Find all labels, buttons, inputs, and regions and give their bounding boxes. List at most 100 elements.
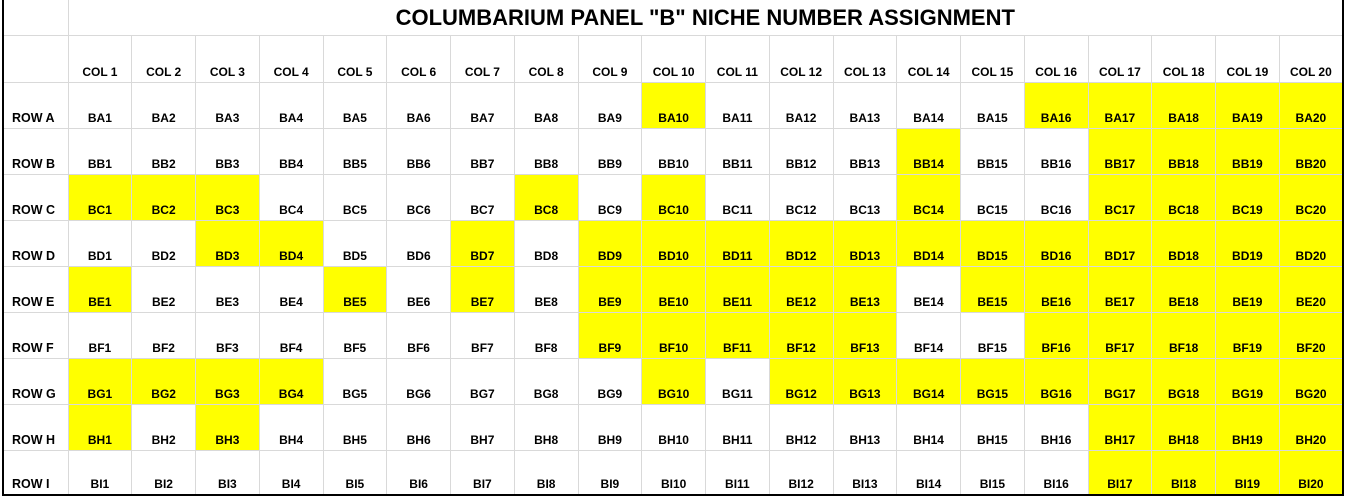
niche-cell[interactable]: BH14 (896, 404, 961, 451)
niche-cell[interactable]: BH6 (386, 404, 451, 451)
niche-cell-highlighted[interactable]: BG13 (832, 358, 898, 405)
niche-cell-highlighted[interactable]: BG15 (960, 358, 1025, 405)
niche-cell[interactable]: BG11 (705, 358, 770, 405)
niche-cell[interactable]: BC5 (322, 174, 388, 221)
niche-cell-highlighted[interactable]: BD7 (450, 220, 515, 267)
niche-cell-highlighted[interactable]: BC3 (195, 174, 260, 221)
row-label[interactable]: ROW B (2, 128, 69, 175)
niche-cell[interactable]: BI10 (641, 450, 706, 496)
niche-cell[interactable]: BI3 (195, 450, 260, 496)
niche-cell[interactable]: BB11 (705, 128, 770, 175)
sheet-title[interactable]: COLUMBARIUM PANEL "B" NICHE NUMBER ASSIG… (67, 0, 1344, 36)
niche-cell-highlighted[interactable]: BG20 (1278, 358, 1344, 405)
niche-cell[interactable]: BA11 (705, 82, 770, 129)
niche-cell[interactable]: BC6 (386, 174, 451, 221)
row-label[interactable]: ROW H (2, 404, 69, 451)
niche-cell-highlighted[interactable]: BF11 (705, 312, 770, 359)
niche-cell[interactable]: BD6 (386, 220, 451, 267)
niche-cell[interactable]: BA9 (577, 82, 643, 129)
niche-cell-highlighted[interactable]: BC1 (67, 174, 133, 221)
niche-cell-highlighted[interactable]: BA17 (1087, 82, 1153, 129)
niche-cell-highlighted[interactable]: BD15 (960, 220, 1025, 267)
niche-cell-highlighted[interactable]: BF20 (1278, 312, 1344, 359)
niche-cell[interactable]: BF15 (960, 312, 1025, 359)
niche-cell-highlighted[interactable]: BG17 (1087, 358, 1153, 405)
niche-cell-highlighted[interactable]: BF18 (1151, 312, 1216, 359)
niche-cell-highlighted[interactable]: BE9 (577, 266, 643, 313)
row-label[interactable]: ROW C (2, 174, 69, 221)
niche-cell[interactable]: BB4 (258, 128, 324, 175)
niche-cell[interactable]: BI16 (1023, 450, 1089, 496)
niche-cell[interactable]: BF4 (258, 312, 324, 359)
niche-cell[interactable]: BE2 (131, 266, 196, 313)
column-header[interactable]: COL 13 (832, 35, 898, 83)
niche-cell[interactable]: BH7 (450, 404, 515, 451)
niche-cell-highlighted[interactable]: BG3 (195, 358, 260, 405)
niche-cell[interactable]: BI1 (67, 450, 133, 496)
row-label[interactable]: ROW E (2, 266, 69, 313)
niche-cell[interactable]: BA1 (67, 82, 133, 129)
niche-cell-highlighted[interactable]: BA18 (1151, 82, 1216, 129)
niche-cell-highlighted[interactable]: BC8 (513, 174, 579, 221)
row-label[interactable]: ROW F (2, 312, 69, 359)
niche-cell[interactable]: BB6 (386, 128, 451, 175)
niche-cell-highlighted[interactable]: BE1 (67, 266, 133, 313)
row-label[interactable]: ROW I (2, 450, 69, 496)
column-header[interactable]: COL 17 (1087, 35, 1153, 83)
niche-cell[interactable]: BB2 (131, 128, 196, 175)
niche-cell[interactable]: BH16 (1023, 404, 1089, 451)
niche-cell[interactable]: BC9 (577, 174, 643, 221)
column-header[interactable]: COL 7 (450, 35, 515, 83)
niche-cell-highlighted[interactable]: BE13 (832, 266, 898, 313)
niche-cell[interactable]: BA7 (450, 82, 515, 129)
niche-cell-highlighted[interactable]: BH1 (67, 404, 133, 451)
niche-cell[interactable]: BF5 (322, 312, 388, 359)
niche-cell[interactable]: BA4 (258, 82, 324, 129)
niche-cell-highlighted[interactable]: BH20 (1278, 404, 1344, 451)
niche-cell-highlighted[interactable]: BG4 (258, 358, 324, 405)
niche-cell-highlighted[interactable]: BI17 (1087, 450, 1153, 496)
niche-cell-highlighted[interactable]: BE5 (322, 266, 388, 313)
niche-cell-highlighted[interactable]: BD13 (832, 220, 898, 267)
niche-cell-highlighted[interactable]: BI20 (1278, 450, 1344, 496)
niche-cell-highlighted[interactable]: BG10 (641, 358, 706, 405)
row-label[interactable]: ROW D (2, 220, 69, 267)
column-header[interactable]: COL 19 (1215, 35, 1280, 83)
niche-cell[interactable]: BI4 (258, 450, 324, 496)
column-header[interactable]: COL 5 (322, 35, 388, 83)
niche-cell[interactable]: BG9 (577, 358, 643, 405)
niche-cell[interactable]: BF2 (131, 312, 196, 359)
niche-cell-highlighted[interactable]: BE19 (1215, 266, 1280, 313)
niche-cell-highlighted[interactable]: BG16 (1023, 358, 1089, 405)
niche-cell-highlighted[interactable]: BB17 (1087, 128, 1153, 175)
niche-cell[interactable]: BH15 (960, 404, 1025, 451)
niche-cell[interactable]: BA14 (896, 82, 961, 129)
niche-cell-highlighted[interactable]: BG2 (131, 358, 196, 405)
niche-cell[interactable]: BC16 (1023, 174, 1089, 221)
niche-cell[interactable]: BD2 (131, 220, 196, 267)
niche-cell-highlighted[interactable]: BE12 (768, 266, 834, 313)
column-header[interactable]: COL 20 (1278, 35, 1344, 83)
niche-cell[interactable]: BD1 (67, 220, 133, 267)
niche-cell-highlighted[interactable]: BE11 (705, 266, 770, 313)
niche-cell-highlighted[interactable]: BC10 (641, 174, 706, 221)
niche-cell[interactable]: BD5 (322, 220, 388, 267)
niche-cell-highlighted[interactable]: BF13 (832, 312, 898, 359)
niche-cell[interactable]: BC11 (705, 174, 770, 221)
niche-cell[interactable]: BH11 (705, 404, 770, 451)
niche-cell[interactable]: BI15 (960, 450, 1025, 496)
niche-cell[interactable]: BF1 (67, 312, 133, 359)
niche-cell-highlighted[interactable]: BA16 (1023, 82, 1089, 129)
niche-cell[interactable]: BC12 (768, 174, 834, 221)
niche-cell[interactable]: BC13 (832, 174, 898, 221)
column-header[interactable]: COL 15 (960, 35, 1025, 83)
niche-cell[interactable]: BH13 (832, 404, 898, 451)
niche-cell[interactable]: BE3 (195, 266, 260, 313)
column-header[interactable]: COL 3 (195, 35, 260, 83)
niche-cell[interactable]: BB15 (960, 128, 1025, 175)
niche-cell[interactable]: BC7 (450, 174, 515, 221)
niche-cell[interactable]: BF8 (513, 312, 579, 359)
niche-cell-highlighted[interactable]: BD11 (705, 220, 770, 267)
niche-cell[interactable]: BF14 (896, 312, 961, 359)
niche-cell[interactable]: BI11 (705, 450, 770, 496)
